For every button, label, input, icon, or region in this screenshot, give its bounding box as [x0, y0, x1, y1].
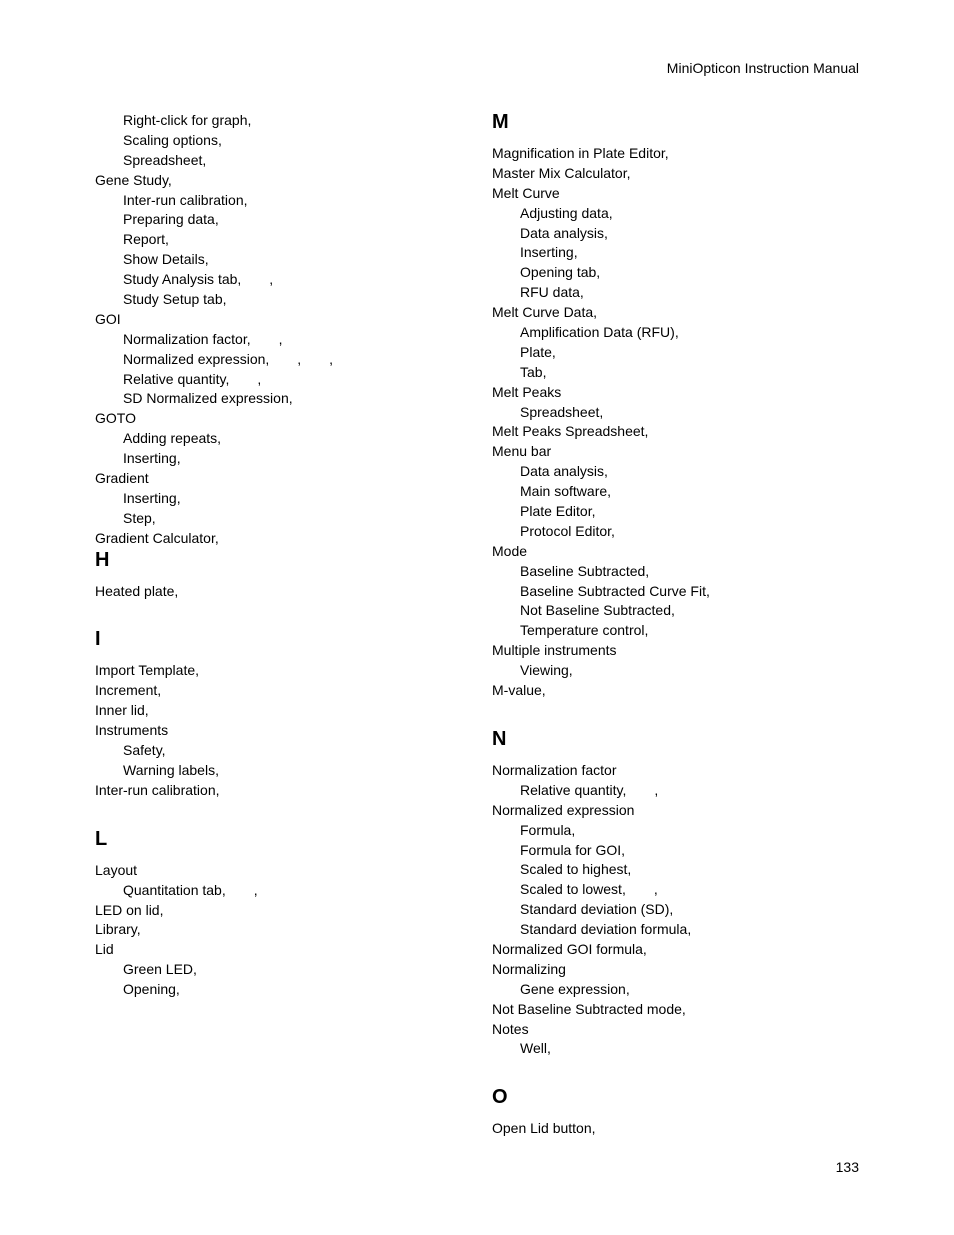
section-letter: I [95, 628, 462, 651]
index-entry: Normalized GOI formula, [492, 940, 859, 959]
index-entry: Adjusting data, [492, 204, 859, 223]
index-entry: Normalized expression, , , [95, 350, 462, 369]
section-letter: H [95, 549, 462, 572]
index-entry: Formula for GOI, [492, 841, 859, 860]
index-entry: Gene expression, [492, 980, 859, 999]
index-entry: Not Baseline Subtracted mode, [492, 1000, 859, 1019]
index-entry: Lid [95, 940, 462, 959]
index-entry: Show Details, [95, 250, 462, 269]
index-entry: Spreadsheet, [95, 151, 462, 170]
index-entry: Baseline Subtracted Curve Fit, [492, 582, 859, 601]
index-entry: Formula, [492, 821, 859, 840]
index-entry: M-value, [492, 681, 859, 700]
right-column: M Magnification in Plate Editor,Master Mi… [492, 111, 859, 1139]
left-sections: H Heated plate, I Import Template,Increment… [95, 549, 462, 999]
index-entry: Adding repeats, [95, 429, 462, 448]
page-number: 133 [836, 1159, 859, 1175]
index-entry: Notes [492, 1020, 859, 1039]
index-entry: Normalizing [492, 960, 859, 979]
index-entry: Not Baseline Subtracted, [492, 601, 859, 620]
index-entry: Data analysis, [492, 224, 859, 243]
index-entry: Layout [95, 861, 462, 880]
section-letter: O [492, 1086, 859, 1109]
index-entry: Gradient Calculator, [95, 529, 462, 548]
index-entry: Step, [95, 509, 462, 528]
index-entry: Warning labels, [95, 761, 462, 780]
index-entry: Melt Curve [492, 184, 859, 203]
section-letter: L [95, 828, 462, 851]
index-entry: Melt Peaks [492, 383, 859, 402]
index-entry: Import Template, [95, 661, 462, 680]
index-entry: Inserting, [95, 489, 462, 508]
index-entry: Relative quantity, , [95, 370, 462, 389]
index-entry: GOTO [95, 409, 462, 428]
index-entry: Data analysis, [492, 462, 859, 481]
index-entry: Preparing data, [95, 210, 462, 229]
index-entry: Viewing, [492, 661, 859, 680]
index-entry: Scaled to lowest, , [492, 880, 859, 899]
index-entry: LED on lid, [95, 901, 462, 920]
index-entry: Open Lid button, [492, 1119, 859, 1138]
index-entry: Right-click for graph, [95, 111, 462, 130]
index-entry: Normalized expression [492, 801, 859, 820]
index-entry: Amplification Data (RFU), [492, 323, 859, 342]
index-entry: Study Analysis tab, , [95, 270, 462, 289]
index-entry: Scaled to highest, [492, 860, 859, 879]
index-entry: Multiple instruments [492, 641, 859, 660]
index-entry: Well, [492, 1039, 859, 1058]
index-entry: Safety, [95, 741, 462, 760]
index-entry: Inter-run calibration, [95, 781, 462, 800]
index-entry: Temperature control, [492, 621, 859, 640]
index-entry: Magnification in Plate Editor, [492, 144, 859, 163]
index-entry: Relative quantity, , [492, 781, 859, 800]
index-entry: Library, [95, 920, 462, 939]
index-entry: Baseline Subtracted, [492, 562, 859, 581]
index-entry: Opening tab, [492, 263, 859, 282]
index-entry: Mode [492, 542, 859, 561]
index-entry: Main software, [492, 482, 859, 501]
section-letter: M [492, 111, 859, 134]
index-entry: Green LED, [95, 960, 462, 979]
index-entry: Plate, [492, 343, 859, 362]
index-entry: GOI [95, 310, 462, 329]
index-entry: RFU data, [492, 283, 859, 302]
index-entry: Inner lid, [95, 701, 462, 720]
index-entry: Standard deviation formula, [492, 920, 859, 939]
index-entry: Instruments [95, 721, 462, 740]
left-pre-entries: Right-click for graph,Scaling options,Sp… [95, 111, 462, 548]
index-entry: Plate Editor, [492, 502, 859, 521]
index-entry: Standard deviation (SD), [492, 900, 859, 919]
page-header: MiniOpticon Instruction Manual [95, 60, 859, 76]
index-entry: Opening, [95, 980, 462, 999]
index-entry: Gradient [95, 469, 462, 488]
index-entry: Melt Curve Data, [492, 303, 859, 322]
left-column: Right-click for graph,Scaling options,Sp… [95, 111, 462, 1139]
index-entry: Study Setup tab, [95, 290, 462, 309]
index-entry: Protocol Editor, [492, 522, 859, 541]
index-entry: Master Mix Calculator, [492, 164, 859, 183]
index-entry: Melt Peaks Spreadsheet, [492, 422, 859, 441]
index-entry: Gene Study, [95, 171, 462, 190]
index-entry: Increment, [95, 681, 462, 700]
index-entry: Tab, [492, 363, 859, 382]
index-entry: Inserting, [492, 243, 859, 262]
index-entry: Report, [95, 230, 462, 249]
index-entry: Menu bar [492, 442, 859, 461]
index-entry: Inter-run calibration, [95, 191, 462, 210]
index-entry: Heated plate, [95, 582, 462, 601]
index-entry: Scaling options, [95, 131, 462, 150]
index-entry: Inserting, [95, 449, 462, 468]
section-letter: N [492, 728, 859, 751]
index-entry: Normalization factor, , [95, 330, 462, 349]
index-entry: Spreadsheet, [492, 403, 859, 422]
index-content: Right-click for graph,Scaling options,Sp… [95, 111, 859, 1139]
right-sections: M Magnification in Plate Editor,Master Mi… [492, 111, 859, 1138]
index-entry: Quantitation tab, , [95, 881, 462, 900]
index-entry: SD Normalized expression, [95, 389, 462, 408]
index-entry: Normalization factor [492, 761, 859, 780]
